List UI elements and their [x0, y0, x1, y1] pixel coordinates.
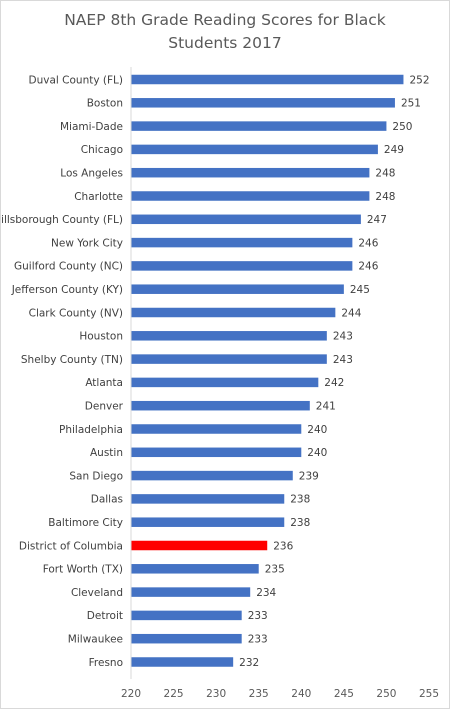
category-label-18: Dallas — [91, 494, 123, 506]
category-label-20: District of Columbia — [19, 540, 123, 552]
category-label-12: Shelby County (TN) — [21, 354, 123, 366]
category-label-5: Charlotte — [74, 191, 123, 203]
category-label-4: Los Angeles — [60, 168, 123, 180]
bar-8 — [131, 261, 353, 271]
bar-14 — [131, 400, 310, 411]
category-label-13: Atlanta — [85, 377, 123, 389]
category-label-10: Clark County (NV) — [29, 307, 123, 319]
x-tick-label-4: 240 — [291, 688, 311, 700]
chart-title: NAEP 8th Grade Reading Scores for Black … — [1, 9, 449, 55]
category-label-7: New York City — [51, 237, 123, 249]
category-label-24: Milwaukee — [68, 634, 123, 646]
category-label-16: Austin — [90, 447, 123, 459]
data-label-12: 243 — [333, 354, 353, 366]
bar-20 — [131, 540, 268, 551]
x-tick-label-3: 235 — [249, 688, 269, 700]
data-label-8: 246 — [358, 261, 378, 273]
category-label-6: Hillsborough County (FL) — [1, 214, 123, 226]
category-label-9: Jefferson County (KY) — [11, 284, 123, 296]
data-label-7: 246 — [358, 237, 378, 249]
data-label-11: 243 — [333, 331, 353, 343]
data-label-17: 239 — [299, 470, 319, 482]
x-tick-label-2: 230 — [206, 688, 226, 700]
chart-title-line-2: Students 2017 — [168, 34, 282, 52]
bar-0 — [131, 74, 404, 85]
x-tick-label-5: 245 — [334, 688, 354, 700]
category-label-8: Guilford County (NC) — [14, 261, 123, 273]
category-label-2: Miami-Dade — [60, 121, 123, 133]
data-label-0: 252 — [409, 74, 429, 86]
bar-4 — [131, 167, 370, 178]
data-label-10: 244 — [341, 307, 361, 319]
bar-25 — [131, 657, 234, 667]
bar-22 — [131, 587, 251, 597]
data-label-13: 242 — [324, 377, 344, 389]
x-tick-label-6: 250 — [376, 688, 396, 700]
x-tick-label-0: 220 — [121, 688, 141, 700]
data-label-14: 241 — [316, 401, 336, 413]
category-label-15: Philadelphia — [59, 424, 123, 436]
bar-21 — [131, 564, 259, 574]
bar-13 — [131, 377, 319, 388]
data-label-4: 248 — [375, 168, 395, 180]
data-label-18: 238 — [290, 494, 310, 506]
category-label-21: Fort Worth (TX) — [43, 564, 123, 576]
bar-17 — [131, 470, 293, 481]
data-label-2: 250 — [392, 121, 412, 133]
data-label-6: 247 — [367, 214, 387, 226]
bar-6 — [131, 214, 361, 225]
bar-9 — [131, 284, 344, 294]
data-label-22: 234 — [256, 587, 276, 599]
category-label-17: San Diego — [69, 470, 123, 482]
data-label-3: 249 — [384, 144, 404, 156]
data-label-1: 251 — [401, 98, 421, 110]
bar-12 — [131, 354, 327, 364]
bar-5 — [131, 191, 370, 201]
category-label-11: Houston — [79, 331, 123, 343]
data-label-16: 240 — [307, 447, 327, 459]
data-label-24: 233 — [248, 634, 268, 646]
bar-11 — [131, 331, 327, 341]
bar-16 — [131, 447, 302, 458]
bar-7 — [131, 237, 353, 248]
bar-2 — [131, 121, 387, 131]
bar-10 — [131, 307, 336, 318]
category-label-14: Denver — [85, 401, 124, 413]
bar-1 — [131, 98, 395, 108]
category-label-22: Cleveland — [71, 587, 123, 599]
bar-18 — [131, 494, 285, 504]
data-label-9: 245 — [350, 284, 370, 296]
data-label-5: 248 — [375, 191, 395, 203]
category-label-0: Duval County (FL) — [29, 74, 123, 86]
data-label-19: 238 — [290, 517, 310, 529]
bar-19 — [131, 517, 285, 527]
category-label-1: Boston — [87, 98, 123, 110]
data-label-20: 236 — [273, 540, 293, 552]
category-label-19: Baltimore City — [48, 517, 123, 529]
x-tick-label-1: 225 — [164, 688, 184, 700]
data-label-15: 240 — [307, 424, 327, 436]
category-label-25: Fresno — [89, 657, 123, 669]
bar-3 — [131, 144, 378, 155]
bar-24 — [131, 633, 242, 644]
x-tick-label-7: 255 — [419, 688, 439, 700]
data-label-25: 232 — [239, 657, 259, 669]
category-label-23: Detroit — [87, 610, 123, 622]
chart-title-line-1: NAEP 8th Grade Reading Scores for Black — [64, 11, 386, 29]
bar-23 — [131, 610, 242, 621]
data-label-21: 235 — [265, 564, 285, 576]
bar-15 — [131, 424, 302, 434]
category-label-3: Chicago — [81, 144, 123, 156]
data-label-23: 233 — [248, 610, 268, 622]
